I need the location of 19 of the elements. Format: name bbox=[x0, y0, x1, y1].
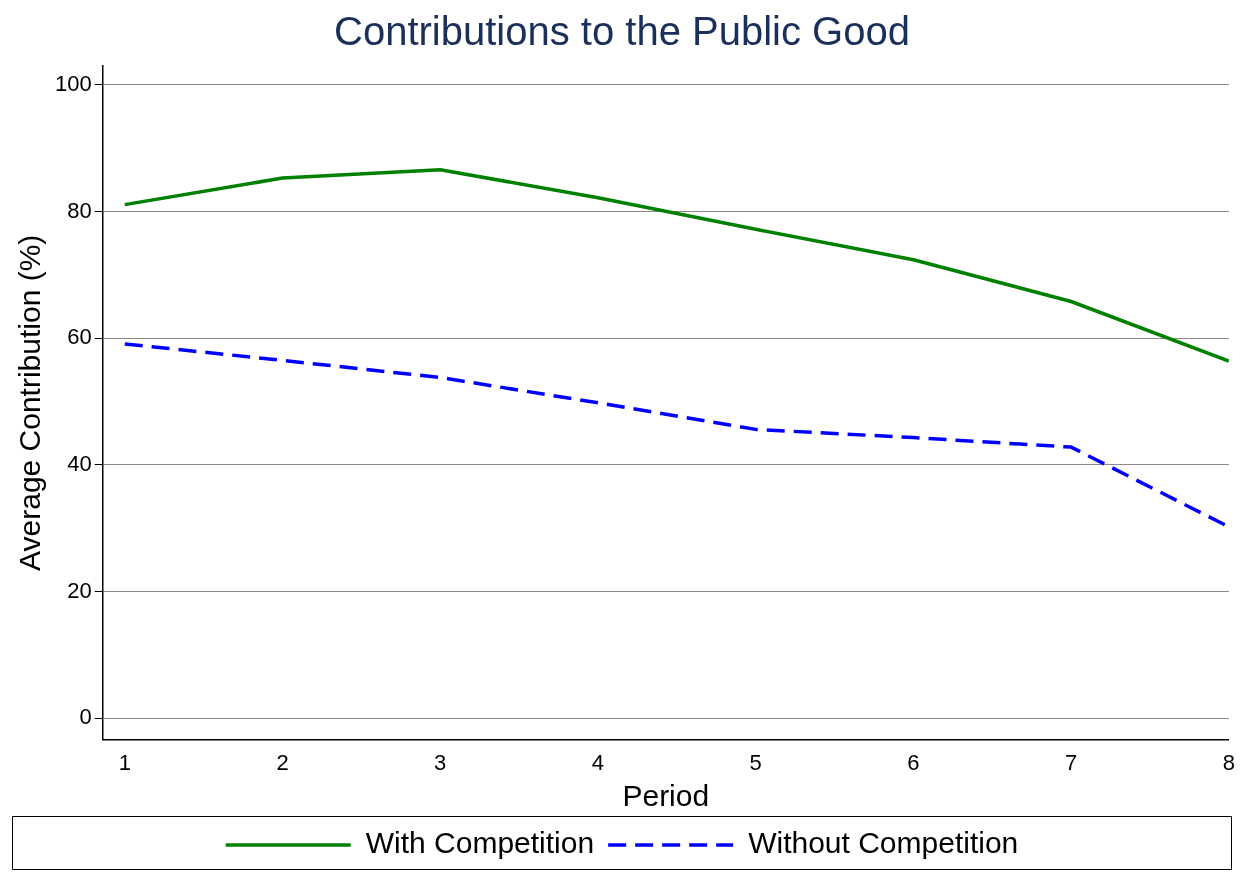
legend-label: Without Competition bbox=[748, 826, 1019, 860]
x-tick-label: 5 bbox=[749, 749, 762, 775]
legend-label: With Competition bbox=[365, 826, 595, 860]
x-tick-label: 8 bbox=[1222, 749, 1236, 775]
y-tick-label: 80 bbox=[67, 197, 92, 223]
x-tick-label: 6 bbox=[907, 749, 920, 775]
y-tick-label: 20 bbox=[67, 577, 92, 603]
chart-title: Contributions to the Public Good bbox=[334, 9, 910, 54]
y-tick-label: 0 bbox=[79, 704, 92, 730]
y-axis-title: Average Contribution (%) bbox=[13, 234, 47, 571]
x-tick-label: 1 bbox=[118, 749, 131, 775]
x-tick-label: 3 bbox=[434, 749, 447, 775]
x-tick-label: 2 bbox=[276, 749, 289, 775]
y-tick-label: 40 bbox=[67, 450, 92, 476]
x-axis-title: Period bbox=[622, 779, 710, 813]
x-tick-label: 4 bbox=[591, 749, 605, 775]
y-tick-label: 100 bbox=[54, 71, 92, 97]
x-tick-label: 7 bbox=[1065, 749, 1078, 775]
y-tick-label: 60 bbox=[67, 324, 92, 350]
